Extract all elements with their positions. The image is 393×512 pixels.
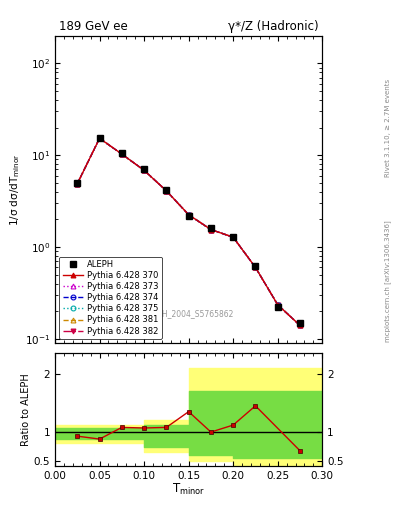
Pythia 6.428 373 — [75, 181, 80, 187]
Pythia 6.428 373 — [119, 151, 124, 157]
Pythia 6.428 370 — [164, 188, 169, 194]
Pythia 6.428 381 — [253, 264, 258, 270]
Y-axis label: 1/σ dσ/dT$_\mathrm{minor}$: 1/σ dσ/dT$_\mathrm{minor}$ — [8, 153, 22, 226]
Pythia 6.428 370 — [97, 135, 102, 141]
Text: γ*/Z (Hadronic): γ*/Z (Hadronic) — [228, 20, 318, 33]
Pythia 6.428 375 — [142, 167, 147, 174]
ALEPH — [275, 304, 280, 310]
Pythia 6.428 382 — [142, 167, 147, 174]
ALEPH — [209, 225, 213, 231]
Line: Pythia 6.428 370: Pythia 6.428 370 — [75, 136, 303, 328]
ALEPH — [164, 187, 169, 193]
Legend: ALEPH, Pythia 6.428 370, Pythia 6.428 373, Pythia 6.428 374, Pythia 6.428 375, P: ALEPH, Pythia 6.428 370, Pythia 6.428 37… — [59, 257, 162, 339]
Pythia 6.428 370 — [253, 264, 258, 270]
Text: ALEPH_2004_S5765862: ALEPH_2004_S5765862 — [143, 309, 234, 318]
Pythia 6.428 373 — [253, 264, 258, 270]
Line: Pythia 6.428 381: Pythia 6.428 381 — [75, 136, 303, 328]
Pythia 6.428 381 — [97, 135, 102, 141]
Pythia 6.428 375 — [119, 151, 124, 157]
Pythia 6.428 374 — [209, 226, 213, 232]
Pythia 6.428 381 — [142, 167, 147, 174]
Pythia 6.428 375 — [209, 226, 213, 232]
ALEPH — [298, 319, 302, 326]
Pythia 6.428 375 — [75, 181, 80, 187]
Text: Rivet 3.1.10, ≥ 2.7M events: Rivet 3.1.10, ≥ 2.7M events — [385, 79, 391, 177]
Pythia 6.428 375 — [253, 264, 258, 270]
Pythia 6.428 373 — [142, 167, 147, 174]
Pythia 6.428 381 — [186, 211, 191, 218]
Pythia 6.428 374 — [164, 188, 169, 194]
Pythia 6.428 370 — [142, 167, 147, 174]
ALEPH — [253, 263, 258, 269]
Pythia 6.428 374 — [253, 264, 258, 270]
Pythia 6.428 374 — [119, 151, 124, 157]
Pythia 6.428 375 — [164, 188, 169, 194]
Pythia 6.428 370 — [298, 323, 302, 329]
Text: 189 GeV ee: 189 GeV ee — [59, 20, 128, 33]
Pythia 6.428 373 — [186, 211, 191, 218]
Pythia 6.428 381 — [164, 188, 169, 194]
Pythia 6.428 381 — [119, 151, 124, 157]
Pythia 6.428 373 — [164, 188, 169, 194]
Pythia 6.428 382 — [253, 264, 258, 270]
Pythia 6.428 382 — [119, 151, 124, 157]
Pythia 6.428 381 — [231, 234, 235, 240]
Pythia 6.428 382 — [275, 302, 280, 308]
Pythia 6.428 370 — [209, 226, 213, 232]
Pythia 6.428 375 — [186, 211, 191, 218]
Pythia 6.428 370 — [119, 151, 124, 157]
Pythia 6.428 381 — [75, 181, 80, 187]
Pythia 6.428 374 — [186, 211, 191, 218]
Pythia 6.428 373 — [97, 135, 102, 141]
Pythia 6.428 382 — [75, 181, 80, 187]
Pythia 6.428 382 — [209, 226, 213, 232]
Pythia 6.428 374 — [231, 234, 235, 240]
Pythia 6.428 382 — [164, 188, 169, 194]
Pythia 6.428 373 — [298, 323, 302, 329]
Pythia 6.428 373 — [209, 226, 213, 232]
Pythia 6.428 374 — [142, 167, 147, 174]
X-axis label: T$_\mathrm{minor}$: T$_\mathrm{minor}$ — [172, 482, 205, 497]
ALEPH — [97, 135, 102, 141]
Pythia 6.428 382 — [231, 234, 235, 240]
Pythia 6.428 373 — [231, 234, 235, 240]
Pythia 6.428 375 — [97, 135, 102, 141]
Line: Pythia 6.428 382: Pythia 6.428 382 — [75, 136, 303, 328]
Pythia 6.428 373 — [275, 302, 280, 308]
Pythia 6.428 374 — [97, 135, 102, 141]
ALEPH — [231, 233, 235, 240]
Pythia 6.428 370 — [275, 302, 280, 308]
Pythia 6.428 382 — [298, 323, 302, 329]
Line: Pythia 6.428 373: Pythia 6.428 373 — [75, 136, 303, 328]
ALEPH — [75, 180, 80, 186]
Pythia 6.428 374 — [75, 181, 80, 187]
Pythia 6.428 382 — [186, 211, 191, 218]
Pythia 6.428 381 — [275, 302, 280, 308]
Pythia 6.428 374 — [298, 323, 302, 329]
ALEPH — [142, 166, 147, 173]
Pythia 6.428 382 — [97, 135, 102, 141]
Pythia 6.428 381 — [298, 323, 302, 329]
Y-axis label: Ratio to ALEPH: Ratio to ALEPH — [21, 373, 31, 446]
Pythia 6.428 375 — [298, 323, 302, 329]
Pythia 6.428 370 — [75, 181, 80, 187]
ALEPH — [119, 150, 124, 156]
Line: Pythia 6.428 374: Pythia 6.428 374 — [75, 136, 303, 328]
Pythia 6.428 375 — [275, 302, 280, 308]
Pythia 6.428 374 — [275, 302, 280, 308]
Pythia 6.428 370 — [231, 234, 235, 240]
Line: ALEPH: ALEPH — [74, 134, 303, 326]
Text: mcplots.cern.ch [arXiv:1306.3436]: mcplots.cern.ch [arXiv:1306.3436] — [384, 221, 391, 343]
Pythia 6.428 381 — [209, 226, 213, 232]
ALEPH — [186, 212, 191, 219]
Pythia 6.428 370 — [186, 211, 191, 218]
Line: Pythia 6.428 375: Pythia 6.428 375 — [75, 136, 303, 328]
Pythia 6.428 375 — [231, 234, 235, 240]
